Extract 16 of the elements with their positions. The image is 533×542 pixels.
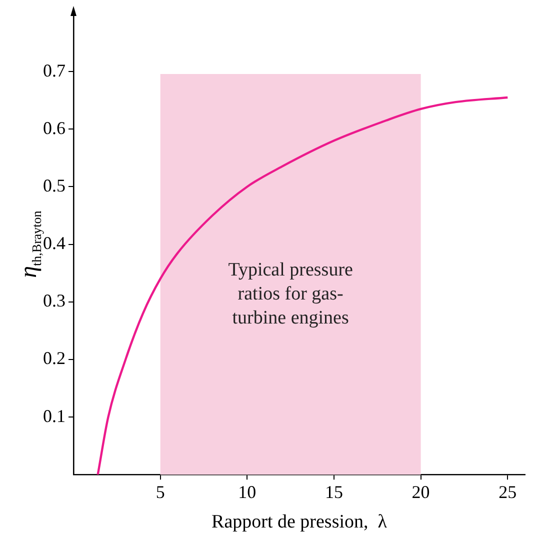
y-tick-label: 0.1 bbox=[43, 406, 66, 426]
y-tick-label: 0.4 bbox=[43, 233, 66, 254]
band-label: Typical pressure ratios for gas- turbine engines bbox=[228, 259, 353, 328]
x-tick-label: 25 bbox=[498, 482, 517, 502]
y-tick-label: 0.2 bbox=[43, 348, 66, 368]
y-tick-label: 0.6 bbox=[43, 118, 66, 138]
line-series bbox=[96, 96, 509, 475]
y-tick-label: 0.3 bbox=[43, 290, 66, 311]
x-tick-label: 10 bbox=[238, 482, 256, 502]
y-tick-label: 0.7 bbox=[43, 60, 66, 80]
y-tick-label: 0.5 bbox=[43, 175, 66, 196]
x-tick-label: 5 bbox=[156, 482, 165, 502]
y-axis-title: ηth,Brayton bbox=[16, 210, 44, 278]
x-tick-label: 20 bbox=[412, 482, 430, 502]
x-axis-title: Rapport de pression, λ bbox=[212, 512, 388, 533]
x-tick-label: 15 bbox=[324, 482, 343, 502]
